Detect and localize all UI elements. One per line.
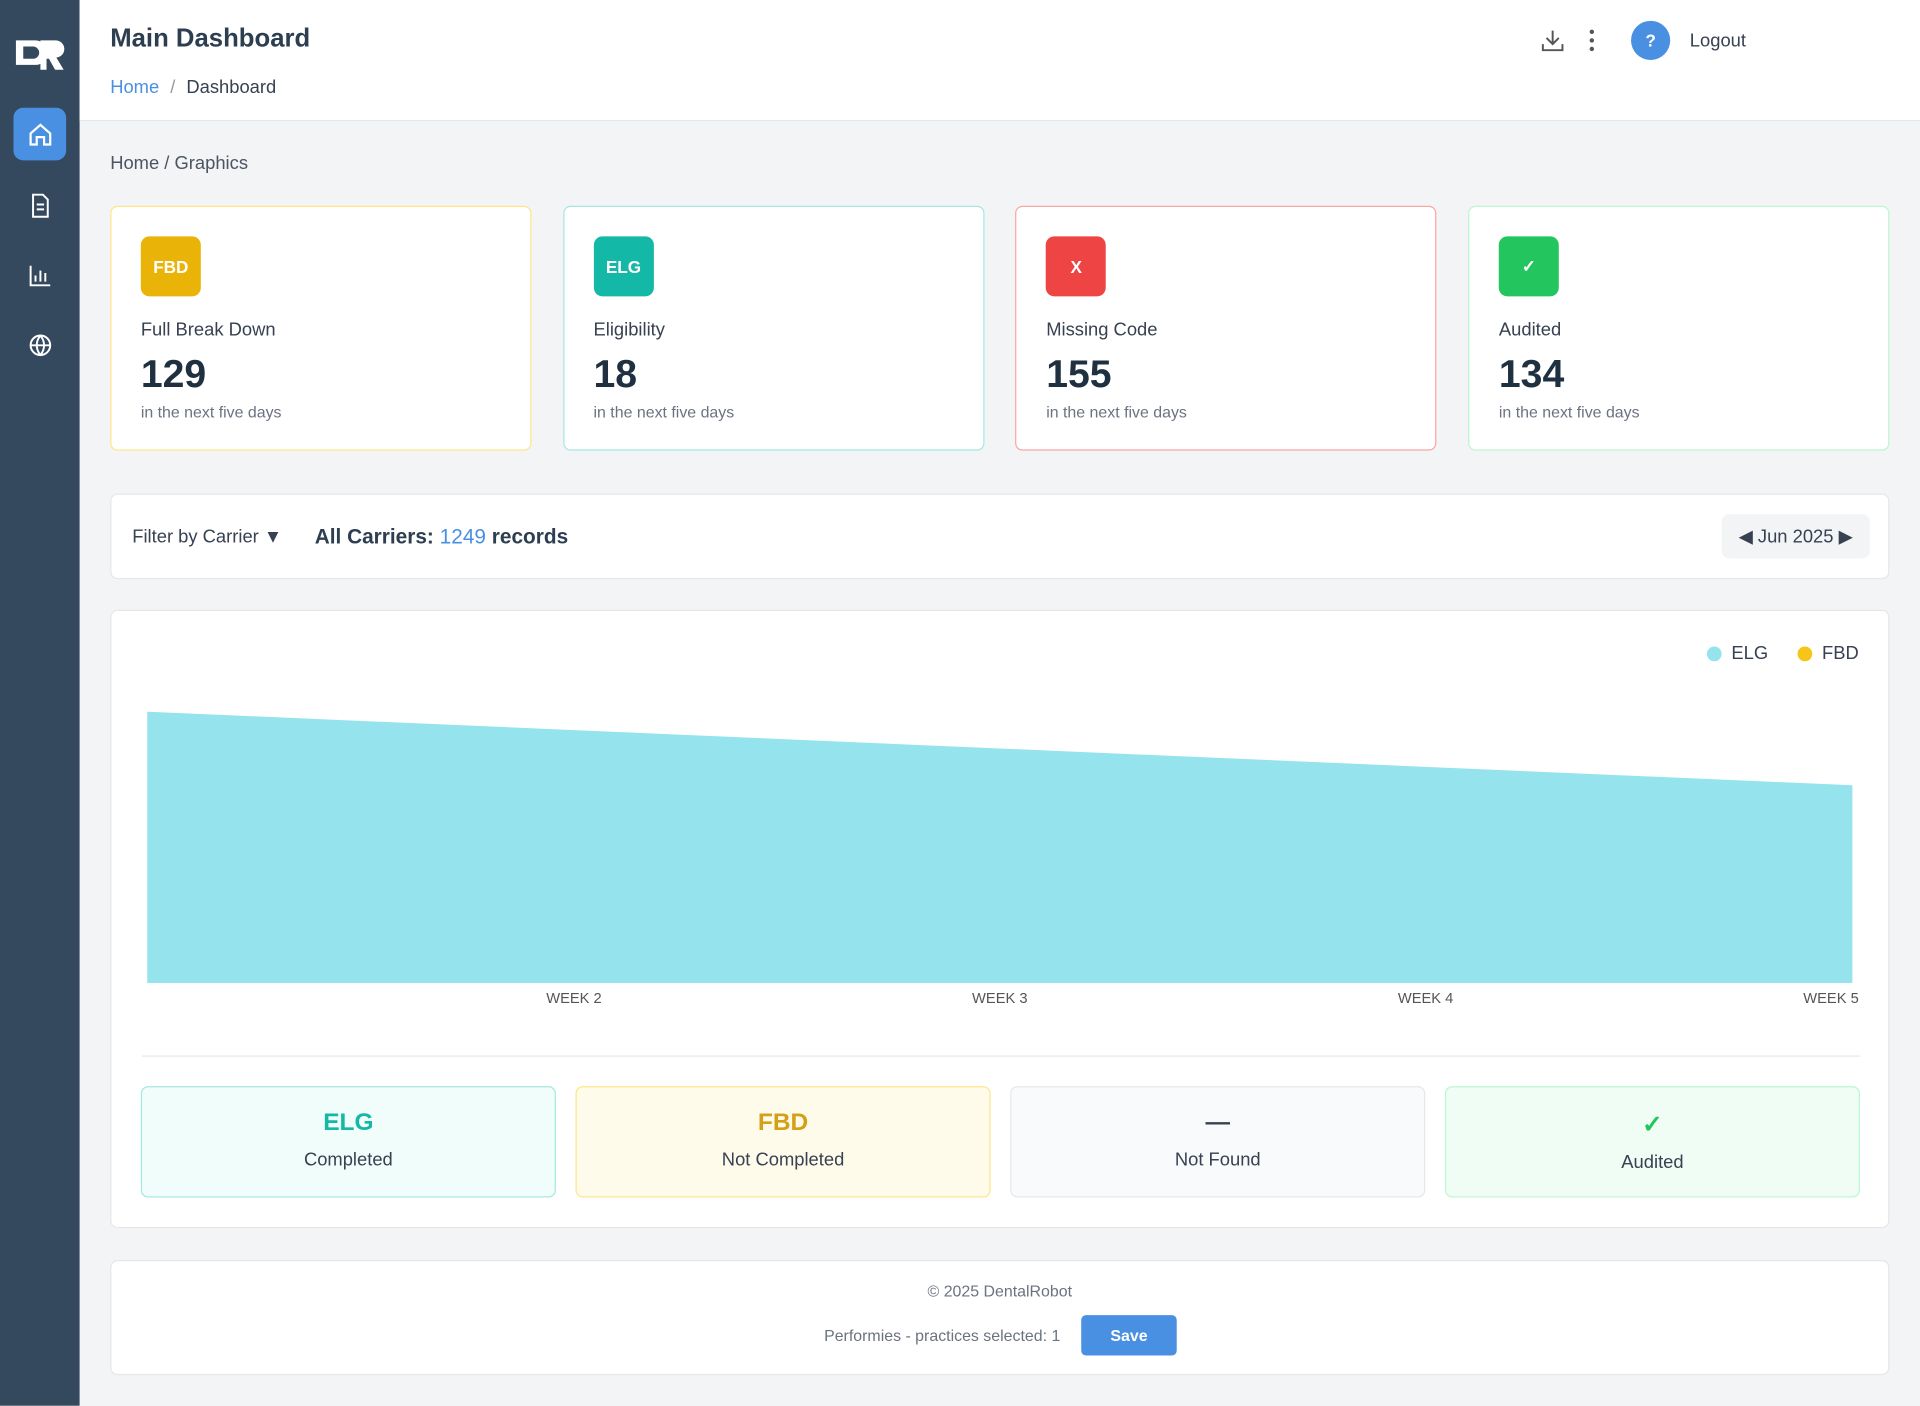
stat-card: ELG Eligibility 18 in the next five days [562,205,985,451]
filter-bar: Filter by Carrier ▼ All Carriers: 1249 r… [110,493,1890,580]
sub-breadcrumb: Home / Graphics [110,153,249,174]
card-value: 129 [140,351,207,396]
status-label: Not Completed [721,1149,845,1171]
area-elg [147,711,1853,983]
breadcrumb: Home / Dashboard [110,77,276,98]
records-prefix: All Carriers: [314,525,434,549]
card-note: in the next five days [140,402,282,422]
card-note: in the next five days [1498,402,1640,422]
nav-globe[interactable] [13,318,66,371]
card-badge: ELG [593,236,654,297]
nav-home[interactable] [13,107,67,161]
nav-charts[interactable] [13,249,66,302]
x-tick-label: WEEK 3 [972,991,1028,1007]
status-code: — [1205,1109,1231,1137]
status-label: Completed [303,1149,393,1171]
download-icon[interactable] [1539,27,1566,54]
topbar: Main Dashboard Home / Dashboard ? Logout [79,0,1920,122]
records-count: 1249 [439,525,486,549]
status-label: Not Found [1174,1149,1261,1171]
footer: © 2025 DentalRobot Performies - practice… [110,1260,1890,1376]
crumb-link[interactable]: Home [110,77,160,98]
logout[interactable]: Logout [1689,30,1746,52]
carrier-filter[interactable]: Filter by Carrier ▼ [132,526,283,548]
x-tick-label: WEEK 4 [1398,991,1454,1007]
status-label: Audited [1621,1152,1684,1174]
x-tick-label: WEEK 2 [546,991,602,1007]
stat-card: X Missing Code 155 in the next five days [1015,205,1437,451]
home-icon [28,122,51,145]
selection-info: Performies - practices selected: 1 [824,1326,1061,1345]
status-code: ELG [323,1109,374,1137]
status-box: ✓ Audited [1444,1086,1861,1198]
save-button[interactable]: Save [1081,1315,1177,1356]
card-badge: X [1046,236,1107,297]
legend-swatch [1706,645,1722,661]
status-box: — Not Found [1010,1086,1426,1198]
chart: WEEK 2 WEEK 3 WEEK 4 WEEK 5 [147,711,1859,1007]
legend: ELG FBD [1706,642,1859,664]
legend-label: FBD [1822,642,1859,664]
more-icon[interactable] [1586,27,1598,54]
doc-icon [31,193,49,218]
card-value: 134 [1498,351,1565,396]
divider [142,1055,1861,1057]
stat-card: ✓ Audited 134 in the next five days [1468,205,1890,451]
status-box: FBD Not Completed [575,1086,991,1198]
records-summary: All Carriers: 1249 records [315,525,568,549]
card-label: Audited [1498,319,1562,341]
card-value: 155 [1046,351,1112,396]
card-badge: ✓ [1498,236,1559,297]
copyright: © 2025 DentalRobot [927,1282,1073,1301]
x-tick-label: WEEK 5 [1803,991,1859,1007]
card-label: Full Break Down [140,319,276,341]
chart-icon [29,265,50,286]
records-suffix: records [491,525,569,549]
card-label: Eligibility [593,319,665,341]
status-code: ✓ [1642,1111,1663,1139]
help-button[interactable]: ? [1631,20,1671,61]
status-box: ELG Completed [140,1086,556,1198]
crumb-sep: / [170,77,176,98]
card-value: 18 [593,351,638,396]
sidebar [0,0,80,1406]
globe-icon [29,333,51,356]
crumb-current: Dashboard [186,77,277,98]
status-code: FBD [757,1109,809,1137]
legend-item: ELG [1706,642,1769,664]
card-note: in the next five days [1046,402,1187,422]
card-badge: FBD [140,236,201,297]
page-title: Main Dashboard [110,24,311,53]
nav-docs[interactable] [13,179,66,232]
legend-swatch [1797,645,1813,661]
month-picker[interactable]: ◀ Jun 2025 ▶ [1721,514,1870,559]
legend-label: ELG [1731,642,1769,664]
card-note: in the next five days [593,402,735,422]
card-label: Missing Code [1046,319,1158,341]
legend-item: FBD [1797,642,1859,664]
stat-card: FBD Full Break Down 129 in the next five da… [110,205,532,451]
logo [15,40,65,70]
